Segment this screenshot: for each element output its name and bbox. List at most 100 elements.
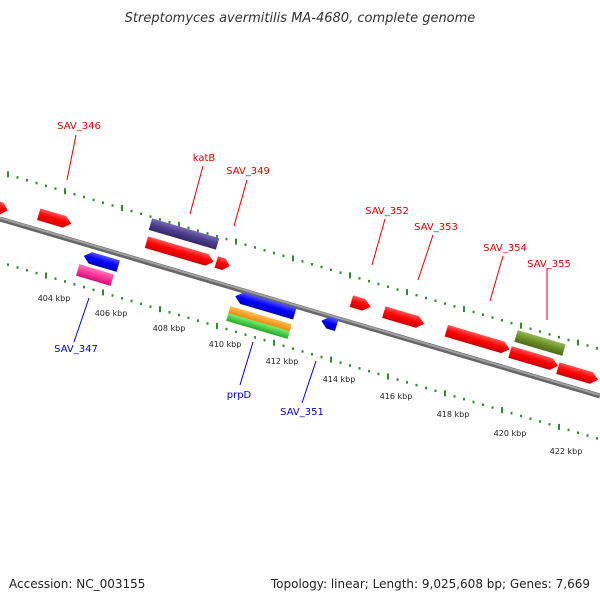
ruler-dot [358,277,361,280]
katb-feature[interactable] [148,218,220,250]
ruler-dot [225,327,228,331]
sav347-feature[interactable] [76,264,114,286]
ruler-dot [26,179,28,182]
ruler-label: 418 kbp [437,410,470,419]
gene-arrow[interactable] [508,346,559,372]
prpd-feature-green[interactable] [226,313,290,339]
ruler-dot [83,195,85,199]
ruler-dot [482,313,484,316]
label-sav349[interactable]: SAV_349 [226,166,270,177]
ruler-dot [292,347,294,350]
ruler-label: 412 kbp [266,357,299,366]
ruler-dot [586,434,589,437]
gene-arrow[interactable] [556,362,600,385]
ruler-dot [73,193,76,196]
gene-arrow[interactable] [382,306,426,329]
ruler-dot [92,198,95,202]
ruler-tick [273,339,275,346]
gene-arrow[interactable] [349,295,373,312]
ruler-dot [244,243,247,246]
ruler-dot [567,428,570,432]
ruler-dot [225,237,228,241]
ruler-tick [102,289,104,296]
ruler-dot [444,302,446,305]
ruler-dot [311,263,313,266]
prpd-feature-orange[interactable] [228,306,292,332]
ruler-tick [330,356,332,363]
ruler-dot [301,260,304,263]
ruler-dot [320,265,323,269]
label-sav347[interactable]: SAV_347 [54,344,98,355]
ruler-label: 420 kbp [494,429,527,438]
ruler-dot [339,271,342,274]
label-leaders [66,134,548,404]
gene-arrow[interactable] [144,236,216,267]
ruler-tick [406,289,408,296]
label-sav355[interactable]: SAV_355 [527,259,571,270]
ruler-tick [235,238,237,245]
label-katb[interactable]: katB [193,153,216,164]
topology-text: Topology: linear; Length: 9,025,608 bp; … [270,577,590,591]
ruler-tick [121,205,123,211]
ruler-dot [339,361,342,364]
ruler-dot [7,263,9,266]
ruler-dot [482,403,484,406]
gene-arrow[interactable] [320,315,339,332]
ruler-dot [510,411,513,415]
ruler-dot [45,184,47,188]
ruler-dot [111,294,114,297]
ruler-dot [111,204,114,207]
ruler-dot [320,355,323,359]
label-prpd[interactable]: prpD [227,390,252,401]
accession-text: Accession: NC_003155 [9,577,146,591]
label-sav353[interactable]: SAV_353 [414,222,458,233]
gene-labels: SAV_346 katB SAV_349 SAV_352 SAV_353 SAV… [54,121,571,418]
label-sav346[interactable]: SAV_346 [57,121,101,132]
ruler-dot [387,285,389,288]
ruler-dot [577,431,579,434]
ruler-dot [263,339,266,342]
ruler-dot [377,282,380,286]
ruler-dot [26,269,28,272]
ruler-dot [168,311,171,314]
label-sav351[interactable]: SAV_351 [280,407,324,418]
ruler-dot [83,285,85,289]
ruler-tick [159,306,161,313]
ruler-dot [73,283,76,286]
gene-arrow[interactable] [36,208,73,229]
ruler-dot [548,333,551,336]
ruler-dot [206,232,209,235]
gene-arrow[interactable] [82,250,120,272]
ruler-dot [415,293,418,297]
gene-arrow[interactable] [214,256,232,271]
ruler-tick [64,188,66,195]
ruler-dot [349,364,351,367]
label-sav354[interactable]: SAV_354 [483,243,527,254]
ruler-dot [149,215,152,218]
ruler-label: 410 kbp [209,340,242,349]
gene-arrow[interactable] [0,199,9,216]
ruler-tick [216,323,218,329]
ruler-dot [159,218,161,221]
ruler-dot [54,277,57,280]
ruler-dot [425,296,427,300]
ruler-dot [463,397,465,401]
ruler-dot [434,299,437,302]
ruler-label: 422 kbp [550,447,583,456]
ruler-dot [35,181,38,185]
ruler-dot [586,344,589,347]
label-sav352[interactable]: SAV_352 [365,206,409,217]
ruler-dot [548,423,551,426]
ruler-dot [472,310,475,314]
ruler-tick [444,390,446,397]
ruler-dot [130,209,133,213]
ruler-dot [596,347,598,350]
prpd-gene-arrow[interactable] [234,290,297,320]
ruler-dot [311,353,313,356]
ruler-dot [254,246,256,249]
ruler-dot [491,406,494,409]
ruler-dot [235,330,237,334]
gene-arrow[interactable] [444,324,512,355]
sav355-feature[interactable] [514,330,566,356]
